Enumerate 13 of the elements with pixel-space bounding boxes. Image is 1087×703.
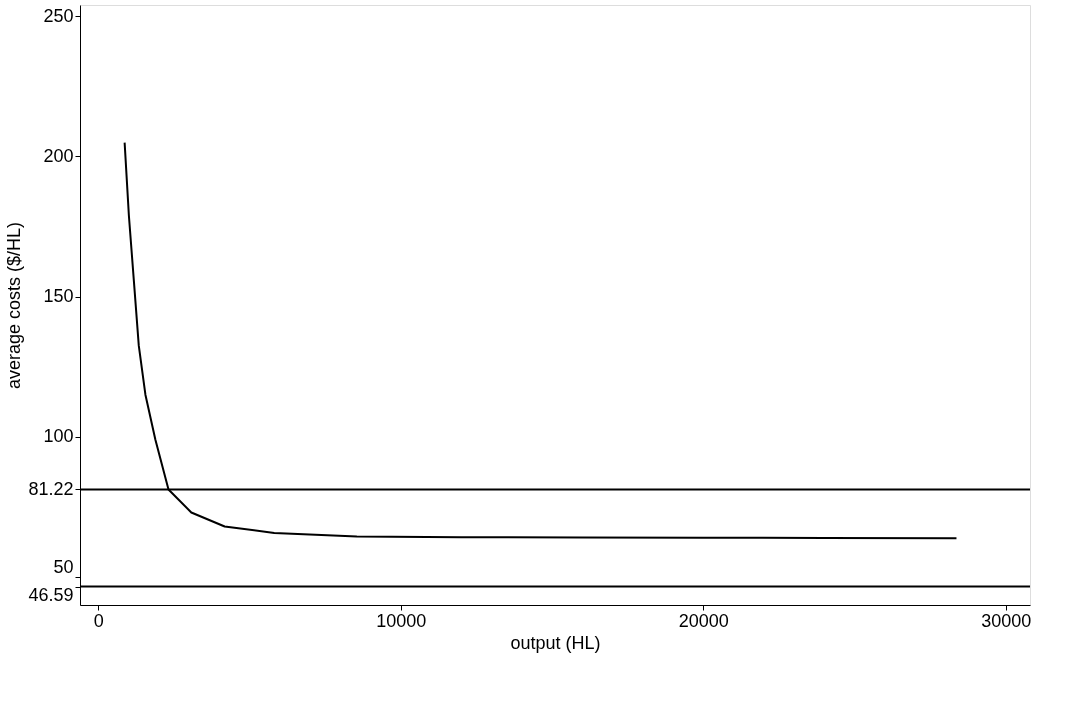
y-tick-label: 200 <box>43 145 74 166</box>
y-tick-label: 50 <box>53 557 74 578</box>
y-tick-label: 100 <box>43 426 74 447</box>
x-axis-title: output (HL) <box>510 632 601 653</box>
x-tick-label: 20000 <box>678 610 729 631</box>
y-tick-label: 46.59 <box>28 585 74 606</box>
y-tick-label: 81.22 <box>28 478 74 499</box>
x-tick-label: 0 <box>93 610 104 631</box>
y-axis-title: average costs ($/HL) <box>4 221 25 390</box>
y-tick-label: 250 <box>43 5 74 26</box>
x-tick-label: 10000 <box>376 610 427 631</box>
y-tick-label: 150 <box>43 286 74 307</box>
x-tick-label: 30000 <box>981 610 1032 631</box>
